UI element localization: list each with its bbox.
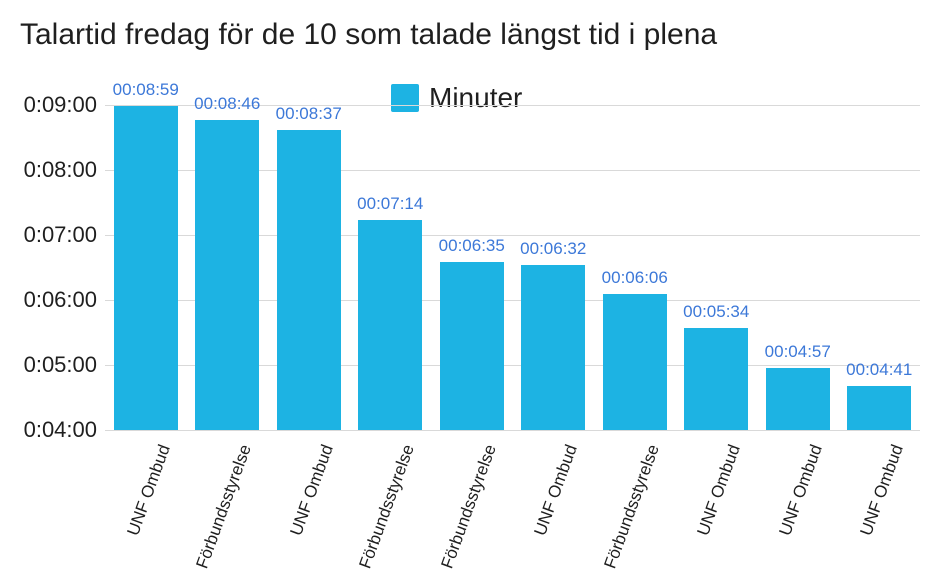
bar — [114, 106, 178, 430]
bar-value-label: 00:06:35 — [439, 236, 505, 256]
bar-value-label: 00:06:06 — [602, 268, 668, 288]
x-tick-label: UNF Ombud — [286, 442, 337, 539]
y-tick-label: 0:04:00 — [24, 417, 105, 443]
bar — [766, 368, 830, 430]
bar-value-label: 00:07:14 — [357, 194, 423, 214]
x-tick-label: UNF Ombud — [857, 442, 908, 539]
x-tick-label: Förbundsstyrelse — [356, 442, 419, 571]
bar — [195, 120, 259, 430]
bar-value-label: 00:08:46 — [194, 94, 260, 114]
x-tick-label: UNF Ombud — [531, 442, 582, 539]
bar — [847, 386, 911, 430]
bar — [358, 220, 422, 430]
y-tick-label: 0:06:00 — [24, 287, 105, 313]
grid-line — [105, 430, 920, 431]
chart-title: Talartid fredag för de 10 som talade län… — [20, 18, 717, 52]
bar — [440, 262, 504, 430]
y-tick-label: 0:07:00 — [24, 222, 105, 248]
bar — [684, 328, 748, 430]
y-tick-label: 0:08:00 — [24, 157, 105, 183]
bar-value-label: 00:04:57 — [765, 342, 831, 362]
x-tick-label: UNF Ombud — [775, 442, 826, 539]
bar-value-label: 00:08:37 — [276, 104, 342, 124]
bar-value-label: 00:05:34 — [683, 302, 749, 322]
x-tick-label: UNF Ombud — [694, 442, 745, 539]
x-tick-label: Förbundsstyrelse — [600, 442, 663, 571]
x-tick-label: UNF Ombud — [123, 442, 174, 539]
bar-value-label: 00:06:32 — [520, 239, 586, 259]
plot-area: 0:04:000:05:000:06:000:07:000:08:000:09:… — [105, 105, 920, 430]
x-tick-label: Förbundsstyrelse — [193, 442, 256, 571]
bar — [521, 265, 585, 430]
bar-chart: Talartid fredag för de 10 som talade län… — [0, 0, 943, 583]
y-tick-label: 0:09:00 — [24, 92, 105, 118]
bar-value-label: 00:08:59 — [113, 80, 179, 100]
bar — [277, 130, 341, 430]
y-tick-label: 0:05:00 — [24, 352, 105, 378]
bar-value-label: 00:04:41 — [846, 360, 912, 380]
bar — [603, 294, 667, 431]
x-tick-label: Förbundsstyrelse — [437, 442, 500, 571]
